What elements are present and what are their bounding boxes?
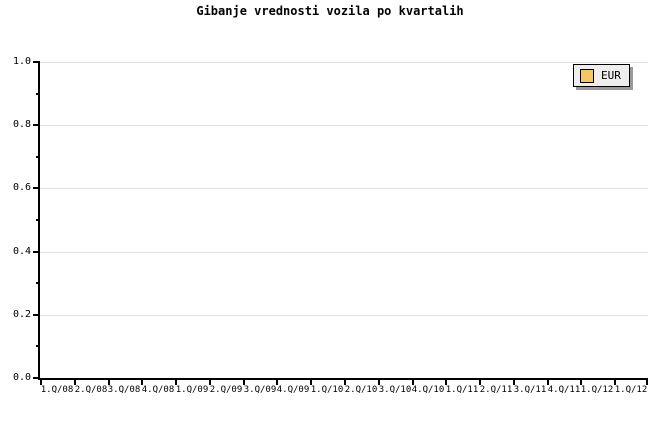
x-tick xyxy=(646,378,648,385)
x-tick xyxy=(513,378,515,385)
x-tick xyxy=(74,378,76,385)
x-tick-label: 2.Q/11 xyxy=(479,385,513,395)
y-tick-label: 0.6 xyxy=(12,182,31,193)
x-tick-label: 1.Q/10 xyxy=(310,385,344,395)
x-tick-label: 3.Q/08 xyxy=(107,385,141,395)
x-tick-label: 1.Q/12 xyxy=(614,385,648,395)
y-gridline xyxy=(40,252,648,253)
legend-label: EUR xyxy=(601,68,621,82)
x-tick xyxy=(108,378,110,385)
x-tick-label: 2.Q/09 xyxy=(209,385,243,395)
x-tick xyxy=(40,378,42,385)
y-minor-tick xyxy=(36,345,40,347)
x-tick xyxy=(310,378,312,385)
x-tick-label: 2.Q/08 xyxy=(74,385,108,395)
chart-title: Gibanje vrednosti vozila po kvartalih xyxy=(196,4,464,18)
x-tick xyxy=(614,378,616,385)
y-major-tick xyxy=(33,314,40,316)
x-tick xyxy=(580,378,582,385)
x-tick-label: 4.Q/11 xyxy=(547,385,581,395)
x-tick-label: 4.Q/09 xyxy=(276,385,310,395)
x-tick xyxy=(344,378,346,385)
y-major-tick xyxy=(33,124,40,126)
x-tick-label: 1.Q/12 xyxy=(580,385,614,395)
legend-swatch-icon xyxy=(580,68,594,83)
y-tick-label: 1.0 xyxy=(12,56,31,67)
y-tick-label: 0.2 xyxy=(12,309,31,320)
x-tick-label: 1.Q/08 xyxy=(40,385,74,395)
y-major-tick xyxy=(33,377,40,379)
x-tick-label: 3.Q/09 xyxy=(243,385,277,395)
x-tick-label: 4.Q/10 xyxy=(411,385,445,395)
x-tick-label: 2.Q/10 xyxy=(344,385,378,395)
x-tick xyxy=(141,378,143,385)
y-major-tick xyxy=(33,187,40,189)
x-tick-label: 3.Q/10 xyxy=(378,385,412,395)
x-tick xyxy=(378,378,380,385)
x-tick xyxy=(445,378,447,385)
y-tick-label: 0.8 xyxy=(12,119,31,130)
y-gridline xyxy=(40,62,648,63)
x-tick-label: 4.Q/08 xyxy=(141,385,175,395)
x-tick xyxy=(175,378,177,385)
x-tick xyxy=(479,378,481,385)
x-tick-label: 1.Q/09 xyxy=(175,385,209,395)
legend: EUR xyxy=(573,64,630,87)
y-tick-label: 0.4 xyxy=(12,246,31,257)
x-tick xyxy=(547,378,549,385)
y-tick-label: 0.0 xyxy=(12,372,31,383)
x-axis-line xyxy=(38,378,648,380)
y-minor-tick xyxy=(36,219,40,221)
y-minor-tick xyxy=(36,93,40,95)
x-tick xyxy=(276,378,278,385)
y-major-tick xyxy=(33,61,40,63)
y-gridline xyxy=(40,315,648,316)
x-tick-label: 3.Q/11 xyxy=(513,385,547,395)
y-axis-line xyxy=(38,62,40,380)
y-minor-tick xyxy=(36,282,40,284)
y-minor-tick xyxy=(36,156,40,158)
x-tick xyxy=(209,378,211,385)
x-tick xyxy=(412,378,414,385)
y-gridline xyxy=(40,125,648,126)
y-major-tick xyxy=(33,251,40,253)
x-tick xyxy=(243,378,245,385)
y-gridline xyxy=(40,188,648,189)
x-tick-label: 1.Q/11 xyxy=(445,385,479,395)
